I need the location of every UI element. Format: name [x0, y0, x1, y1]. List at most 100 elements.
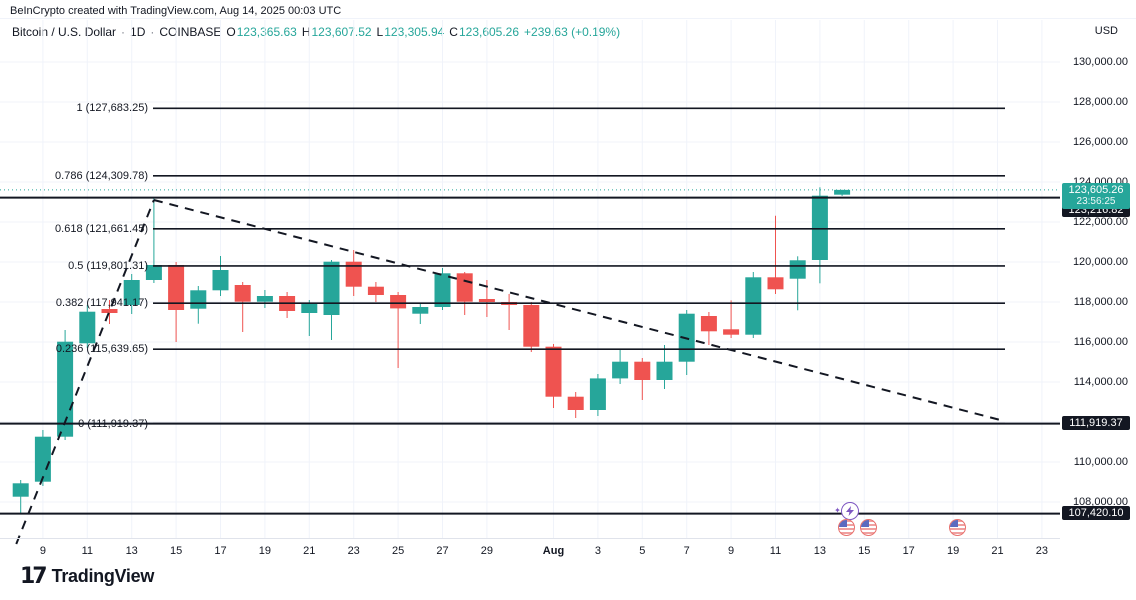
lightning-event-icon[interactable]	[841, 502, 860, 520]
price-axis-label: 128,000.00	[1072, 96, 1128, 108]
close-label: C	[449, 25, 458, 39]
change-value: +239.63 (+0.19%)	[524, 25, 621, 39]
time-axis-label: 27	[436, 545, 449, 557]
fib-label-1: 1 (127,683.25)	[76, 102, 148, 115]
time-axis-label: 23	[1035, 545, 1049, 557]
candle-aug-1[interactable]	[545, 346, 562, 397]
fib-label-0.382: 0.382 (117,941.17)	[55, 297, 148, 310]
time-axis-label: 15	[169, 545, 183, 557]
time-axis-label: 13	[125, 545, 138, 557]
candle-jul-26[interactable]	[412, 307, 429, 314]
ascending-dashed-trendline[interactable]	[15, 199, 155, 545]
price-axis-label: 130,000.00	[1072, 56, 1128, 68]
candle-aug-9[interactable]	[723, 329, 740, 335]
candle-jul-10[interactable]	[57, 341, 74, 437]
candle-jul-9[interactable]	[34, 436, 51, 482]
price-axis-label: 120,000.00	[1072, 256, 1128, 268]
time-axis-label: 13	[813, 545, 827, 557]
time-axis-label: 9	[39, 545, 46, 557]
descending-dashed-trendline[interactable]	[153, 199, 1005, 422]
fib-label-0.5: 0.5 (119,801.31)	[68, 259, 148, 272]
bar-countdown: 23:56:25	[1076, 195, 1116, 207]
candle-jul-31[interactable]	[523, 305, 540, 347]
price-axis-label: 110,000.00	[1073, 456, 1128, 468]
price-line-badge: 107,420.10	[1062, 506, 1130, 521]
tradingview-logo-icon: 17	[20, 563, 48, 589]
legend-separator: ·	[150, 25, 155, 39]
price-axis-label: 114,000.00	[1073, 376, 1128, 388]
candle-jul-8[interactable]	[12, 483, 29, 497]
candle-aug-11[interactable]	[767, 277, 784, 290]
high-label: H	[301, 25, 311, 39]
high-value: 123,607.52	[311, 25, 372, 39]
time-axis-label: 9	[728, 545, 735, 557]
candle-aug-12[interactable]	[789, 260, 806, 279]
candle-aug-4[interactable]	[612, 361, 629, 379]
candle-jul-29[interactable]	[478, 299, 495, 302]
candle-jul-21[interactable]	[301, 304, 318, 313]
us-flag-event-icon[interactable]	[860, 519, 878, 536]
time-axis-label: Aug	[542, 545, 565, 557]
tradingview-logo-text: TradingView	[51, 566, 155, 586]
exchange-label: COINBASE	[159, 25, 222, 39]
candle-aug-10[interactable]	[745, 277, 762, 335]
time-axis[interactable]: 9 11 13 15 17 19 21 23 25 27 29 Aug 3 5 7 9 11 13 15 17 19 21…	[0, 538, 1060, 561]
candle-jul-13[interactable]	[123, 280, 140, 305]
price-axis-label: 108,000.00	[1072, 496, 1128, 508]
price-axis-label: 126,000.00	[1072, 136, 1128, 148]
candle-jul-12[interactable]	[101, 309, 118, 313]
candle-jul-14[interactable]	[145, 265, 162, 280]
time-axis-label: 7	[683, 545, 690, 557]
fib-label-0: 0 (111,919.37)	[78, 417, 148, 430]
time-axis-label: 3	[594, 545, 601, 557]
fib-label-0.786: 0.786 (124,309.78)	[55, 169, 148, 182]
attribution-text: BeInCrypto created with TradingView.com,…	[10, 5, 342, 17]
candle-aug-14[interactable]	[834, 189, 851, 195]
tradingview-logo[interactable]: 17 TradingView	[20, 563, 155, 589]
time-axis-label: 17	[902, 545, 915, 557]
candle-aug-6[interactable]	[656, 361, 673, 380]
current-price-badge: 123,605.26 23:56:25	[1062, 182, 1130, 209]
time-axis-label: 19	[258, 545, 272, 557]
candle-jul-27[interactable]	[434, 273, 451, 307]
fib-label-0.618: 0.618 (121,661.45)	[55, 222, 148, 235]
candle-jul-16[interactable]	[190, 290, 207, 309]
us-flag-event-icon[interactable]	[949, 519, 967, 536]
candle-jul-11[interactable]	[79, 311, 96, 344]
legend-separator: ·	[121, 25, 126, 39]
candle-jul-24[interactable]	[367, 286, 384, 295]
time-axis-label: 19	[946, 545, 960, 557]
candle-jul-25[interactable]	[390, 295, 407, 309]
price-axis-currency: USD	[1094, 25, 1118, 37]
candle-aug-3[interactable]	[589, 378, 606, 410]
candle-jul-28[interactable]	[456, 273, 473, 302]
candle-aug-2[interactable]	[567, 396, 584, 410]
candle-jul-17[interactable]	[212, 270, 229, 291]
candle-jul-18[interactable]	[234, 285, 251, 302]
close-value: 123,605.26	[458, 25, 520, 39]
price-axis-label: 122,000.00	[1072, 216, 1128, 228]
header-divider	[0, 18, 1136, 19]
symbol-legend[interactable]: Bitcoin / U.S. Dollar · 1D · COINBASE O …	[12, 25, 620, 39]
time-axis-label: 11	[769, 545, 782, 557]
time-axis-label: 23	[347, 545, 360, 557]
low-label: L	[376, 25, 384, 39]
sparkle-icon: ✦	[834, 506, 841, 515]
interval-label[interactable]: 1D	[130, 25, 146, 39]
candle-jul-22[interactable]	[323, 261, 340, 315]
candle-jul-23[interactable]	[345, 261, 362, 287]
candle-aug-8[interactable]	[700, 316, 717, 332]
fib-label-0.236: 0.236 (115,639.65)	[55, 343, 148, 356]
candle-aug-13[interactable]	[811, 195, 828, 260]
candle-jul-19[interactable]	[256, 296, 273, 302]
us-flag-event-icon[interactable]	[838, 519, 856, 536]
time-axis-label: 21	[303, 545, 316, 557]
symbol-name[interactable]: Bitcoin / U.S. Dollar	[12, 25, 117, 39]
time-axis-label: 15	[858, 545, 871, 557]
open-label: O	[226, 25, 236, 39]
time-axis-label: 25	[391, 545, 405, 557]
candle-jul-15[interactable]	[168, 265, 185, 310]
candle-aug-5[interactable]	[634, 361, 651, 380]
